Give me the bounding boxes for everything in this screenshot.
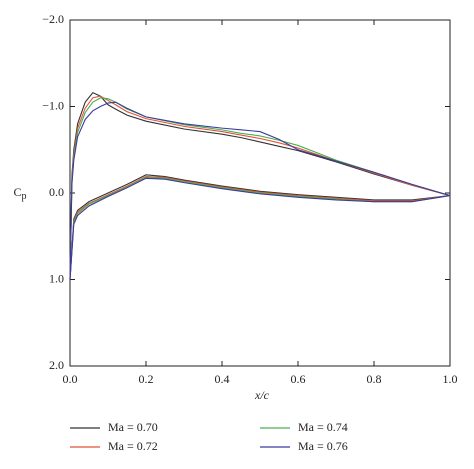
x-tick-label: 0.8 [367, 372, 382, 386]
x-tick-label: 0.4 [215, 372, 230, 386]
x-tick-label: 1.0 [443, 372, 458, 386]
y-tick-label: 0.0 [49, 185, 64, 199]
series-line [69, 97, 451, 280]
y-axis-label-main: C [13, 185, 21, 199]
x-tick-label: 0.2 [139, 372, 154, 386]
legend-label: Ma = 0.70 [108, 420, 158, 434]
y-tick-label: 1.0 [49, 271, 64, 285]
y-axis-label-sub: p [22, 191, 27, 202]
series-line [69, 91, 451, 280]
y-tick-label: −1.0 [42, 98, 64, 112]
x-axis-label: x/c [254, 388, 270, 402]
legend-label: Ma = 0.72 [108, 439, 158, 453]
legend-label: Ma = 0.74 [298, 420, 348, 434]
x-tick-label: 0.6 [291, 372, 306, 386]
y-tick-label: 2.0 [49, 358, 64, 372]
y-axis-label: Cp [13, 185, 26, 203]
series-line [69, 101, 451, 280]
legend-label: Ma = 0.76 [298, 439, 348, 453]
y-tick-label: −2.0 [42, 12, 64, 26]
x-tick-label: 0.0 [63, 372, 78, 386]
